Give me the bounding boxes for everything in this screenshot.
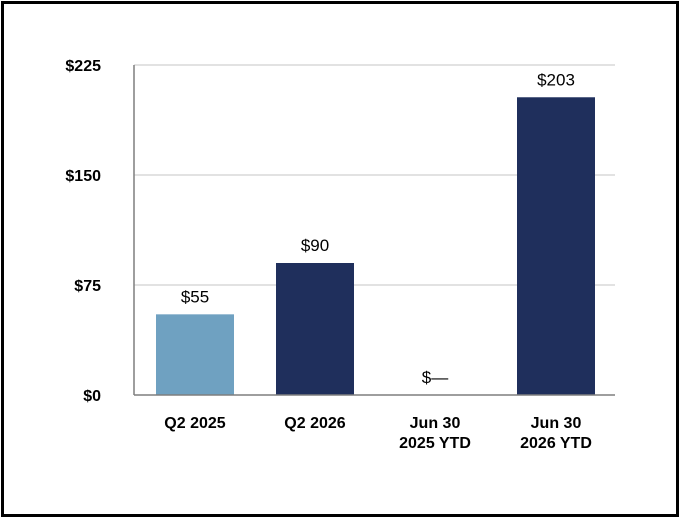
x-tick-label: Jun 30 2025 YTD: [399, 415, 471, 452]
x-tick-label-line: Jun 30: [531, 415, 582, 432]
bar: [276, 263, 354, 395]
data-label: $—: [422, 368, 448, 387]
bar: [517, 97, 595, 396]
x-tick-label-line: Q2 2025: [164, 415, 225, 432]
x-tick-label-line: 2025 YTD: [399, 435, 471, 452]
x-tick-label: Q2 2025: [164, 415, 225, 432]
x-tick-label: Jun 30 2026 YTD: [520, 415, 592, 452]
x-tick-label-line: Q2 2026: [284, 415, 345, 432]
data-labels: $55 $90 $— $203: [181, 70, 575, 387]
y-tick-label: $75: [74, 278, 101, 295]
axes: [133, 65, 615, 396]
x-axis-tick-labels: Q2 2025 Q2 2026 Jun 30 2025 YTD Jun 30 2026 Y…: [164, 415, 592, 452]
y-axis-tick-labels: $0 $75 $150 $225: [65, 58, 101, 405]
x-tick-label-line: Jun 30: [410, 415, 461, 432]
x-tick-label-line: 2026 YTD: [520, 435, 592, 452]
data-label: $203: [537, 70, 575, 89]
bars: [156, 97, 595, 396]
y-tick-label: $225: [65, 58, 101, 75]
y-tick-label: $150: [65, 168, 101, 185]
data-label: $90: [301, 236, 329, 255]
bar: [156, 314, 234, 395]
data-label: $55: [181, 287, 209, 306]
y-tick-label: $0: [83, 388, 101, 405]
x-tick-label: Q2 2026: [284, 415, 345, 432]
